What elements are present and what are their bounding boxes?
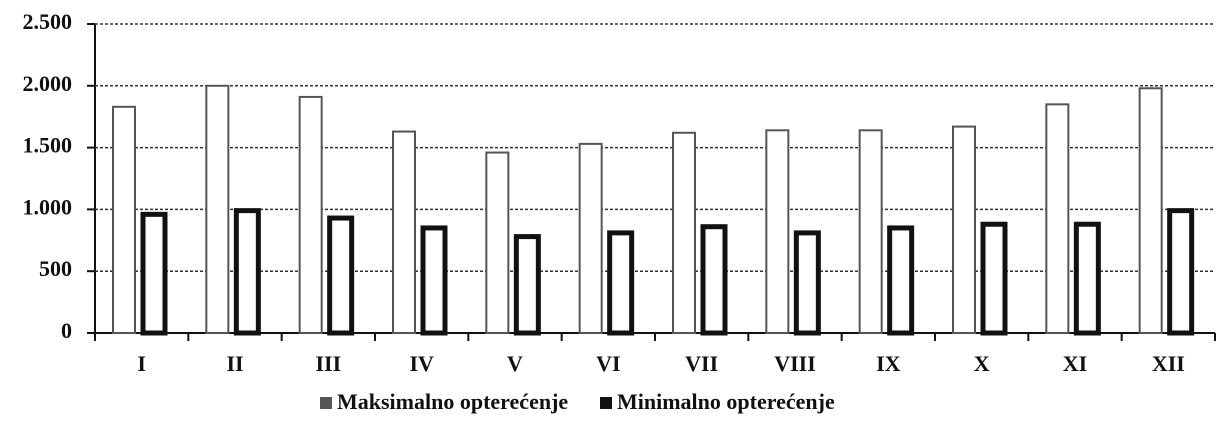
bar <box>112 105 136 334</box>
bar <box>887 225 915 336</box>
bar <box>765 129 790 334</box>
y-tick-label: 0 <box>61 318 72 343</box>
bar <box>513 234 541 336</box>
x-tick-label: XII <box>1152 351 1185 376</box>
bar <box>205 84 230 334</box>
bar <box>1138 87 1163 334</box>
legend-swatch <box>600 397 612 409</box>
bar <box>578 142 603 334</box>
y-tick-label: 500 <box>39 256 72 281</box>
legend-swatch <box>320 397 332 409</box>
bar <box>952 125 976 334</box>
bar <box>1167 208 1195 336</box>
bar <box>485 151 510 334</box>
y-tick-label: 1.000 <box>23 194 73 219</box>
bar <box>980 221 1008 336</box>
bar <box>793 230 821 336</box>
bar <box>420 225 448 336</box>
bar <box>233 208 261 336</box>
bar <box>858 129 883 334</box>
bar <box>700 224 728 336</box>
bar <box>298 95 323 335</box>
x-tick-label: VI <box>596 351 620 376</box>
x-tick-label: VII <box>685 351 718 376</box>
x-tick-label: IV <box>409 351 434 376</box>
bar <box>327 215 355 336</box>
legend-label: Maksimalno opterećenje <box>337 389 568 414</box>
bar <box>392 130 416 334</box>
x-tick-label: IX <box>876 351 901 376</box>
x-tick-label: I <box>137 351 146 376</box>
bar <box>1073 221 1101 336</box>
y-tick-label: 1.500 <box>23 133 73 158</box>
x-tick-label: V <box>507 351 523 376</box>
bar <box>607 230 635 336</box>
y-tick-label: 2.500 <box>23 9 73 34</box>
x-tick-label: II <box>226 351 243 376</box>
bar <box>1045 103 1070 334</box>
bar <box>140 211 168 336</box>
x-tick-label: III <box>315 351 341 376</box>
legend-label: Minimalno opterećenje <box>617 389 835 414</box>
bar <box>672 131 696 334</box>
y-tick-label: 2.000 <box>23 71 73 96</box>
x-tick-label: XI <box>1063 351 1087 376</box>
x-tick-label: VIII <box>774 351 816 376</box>
x-tick-label: X <box>974 351 990 376</box>
